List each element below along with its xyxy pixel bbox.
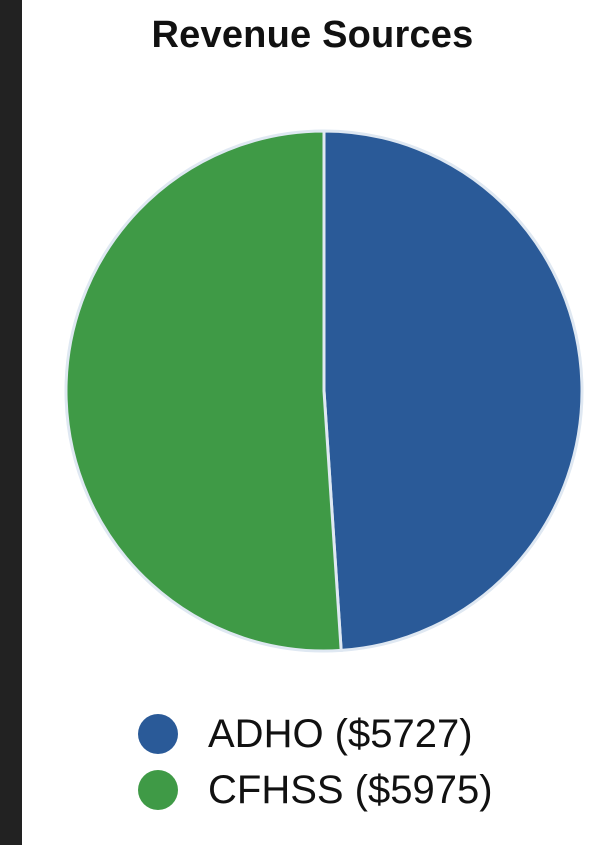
legend-swatch-adho: [138, 714, 178, 754]
legend-item-cfhss: CFHSS ($5975): [138, 762, 558, 818]
pie-slices: [64, 129, 584, 653]
chart-title: Revenue Sources: [151, 14, 474, 56]
legend: ADHO ($5727) CFHSS ($5975): [138, 706, 558, 818]
pie-slice-adho: [322, 129, 584, 653]
chart-panel: Revenue Sources ADHO ($5727) CFHSS ($597…: [22, 0, 603, 845]
legend-label-adho: ADHO ($5727): [208, 712, 473, 756]
legend-swatch-cfhss: [138, 770, 178, 810]
legend-item-adho: ADHO ($5727): [138, 706, 558, 762]
pie-slice-cfhss: [64, 129, 343, 653]
legend-label-cfhss: CFHSS ($5975): [208, 768, 493, 812]
revenue-pie-chart: [64, 129, 584, 653]
